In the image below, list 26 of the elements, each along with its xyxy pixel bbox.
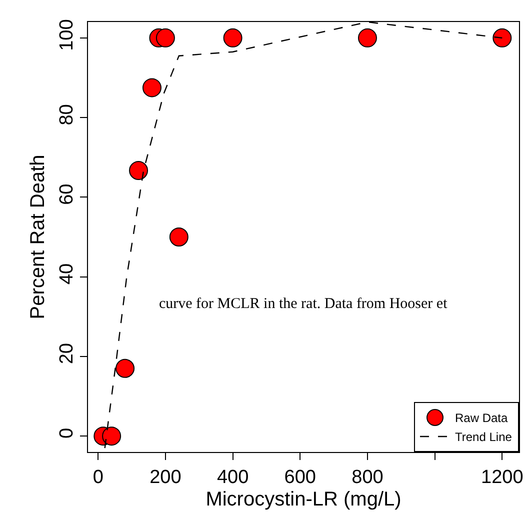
y-tick-label: 100 — [56, 19, 78, 51]
y-tick-label: 20 — [56, 343, 78, 364]
x-tick-label: 1200 — [481, 466, 524, 488]
point — [492, 28, 512, 48]
point — [142, 78, 162, 98]
y-axis-title: Percent Rat Death — [26, 154, 49, 320]
y-tick-label: 80 — [56, 104, 78, 126]
point — [223, 28, 242, 48]
y-tick-label: 40 — [56, 263, 78, 285]
x-tick-label: 200 — [150, 466, 182, 488]
point — [169, 228, 188, 246]
point — [102, 426, 122, 446]
x-tick-label: 0 — [92, 466, 104, 488]
x-tick-label: 800 — [352, 466, 384, 488]
legend-label: Trend Line — [455, 430, 512, 444]
y-tick-label: 0 — [56, 428, 78, 439]
point — [129, 161, 148, 180]
x-tick-label: 600 — [284, 466, 316, 488]
point — [358, 28, 377, 48]
annotation: curve for MCLR in the rat. Data from Hooser et — [159, 296, 448, 312]
legend-label: Raw Data — [455, 411, 508, 426]
point — [156, 28, 175, 48]
y-tick-label: 60 — [56, 184, 78, 205]
x-axis-title: Microcystin-LR (mg/L) — [206, 488, 402, 510]
point — [116, 358, 135, 378]
x-tick-label: 400 — [216, 466, 249, 488]
